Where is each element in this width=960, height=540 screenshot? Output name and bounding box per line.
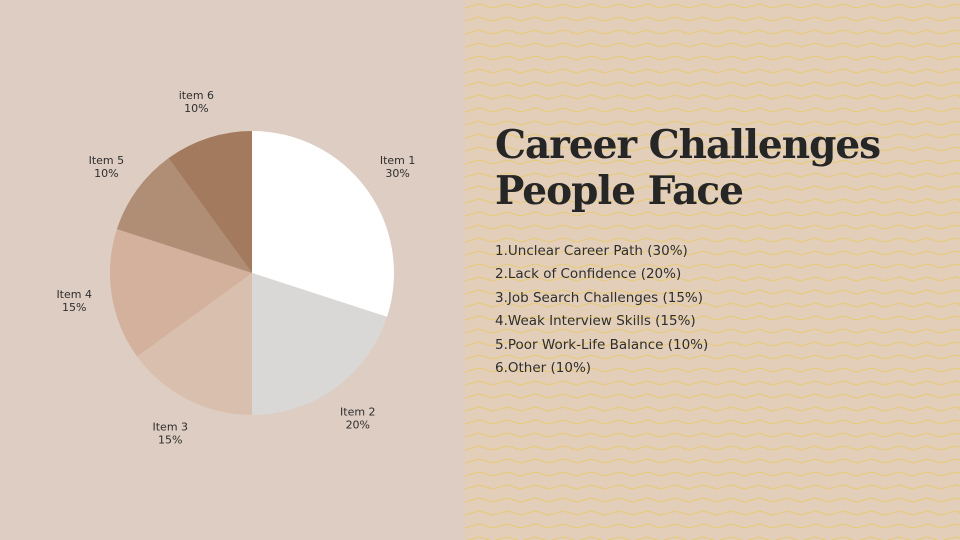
text-panel	[465, 0, 960, 540]
slide-title: Career Challenges People Face	[495, 122, 935, 214]
list-item: 5.Poor Work-Life Balance (10%)	[495, 336, 709, 353]
list-item: 4.Weak Interview Skills (15%)	[495, 313, 696, 330]
slice-label: Item 3 15%	[153, 420, 189, 446]
pie-chart: Item 1 30% Item 2 20% Item 3 15% Item 4 15% Item…	[56, 89, 416, 447]
list-item: 6.Other (10%)	[495, 360, 592, 377]
title-line-2: People Face	[495, 168, 744, 214]
pie-slice	[137, 273, 252, 415]
list-item: 2.Lack of Confidence (20%)	[495, 266, 682, 283]
slice-label: Item 4 15%	[56, 288, 92, 314]
pie-slice	[168, 131, 252, 273]
slice-label: Item 5 10%	[89, 154, 125, 180]
zigzag-pattern	[465, 3, 960, 540]
pie-slice	[252, 131, 394, 317]
pie-slice	[252, 273, 388, 415]
title-line-1: Career Challenges	[495, 122, 881, 168]
slice-label: Item 1 30%	[380, 154, 416, 180]
list-item: 1.Unclear Career Path (30%)	[495, 243, 688, 259]
slice-label: Item 2 20%	[340, 406, 376, 432]
slice-label: item 6 10%	[179, 89, 214, 115]
pie-slice	[116, 158, 252, 273]
list-item: 3.Job Search Challenges (15%)	[495, 289, 704, 306]
pie-slice	[110, 229, 252, 357]
challenge-list: 1.Unclear Career Path (30%) 2.Lack of Co…	[495, 240, 708, 380]
